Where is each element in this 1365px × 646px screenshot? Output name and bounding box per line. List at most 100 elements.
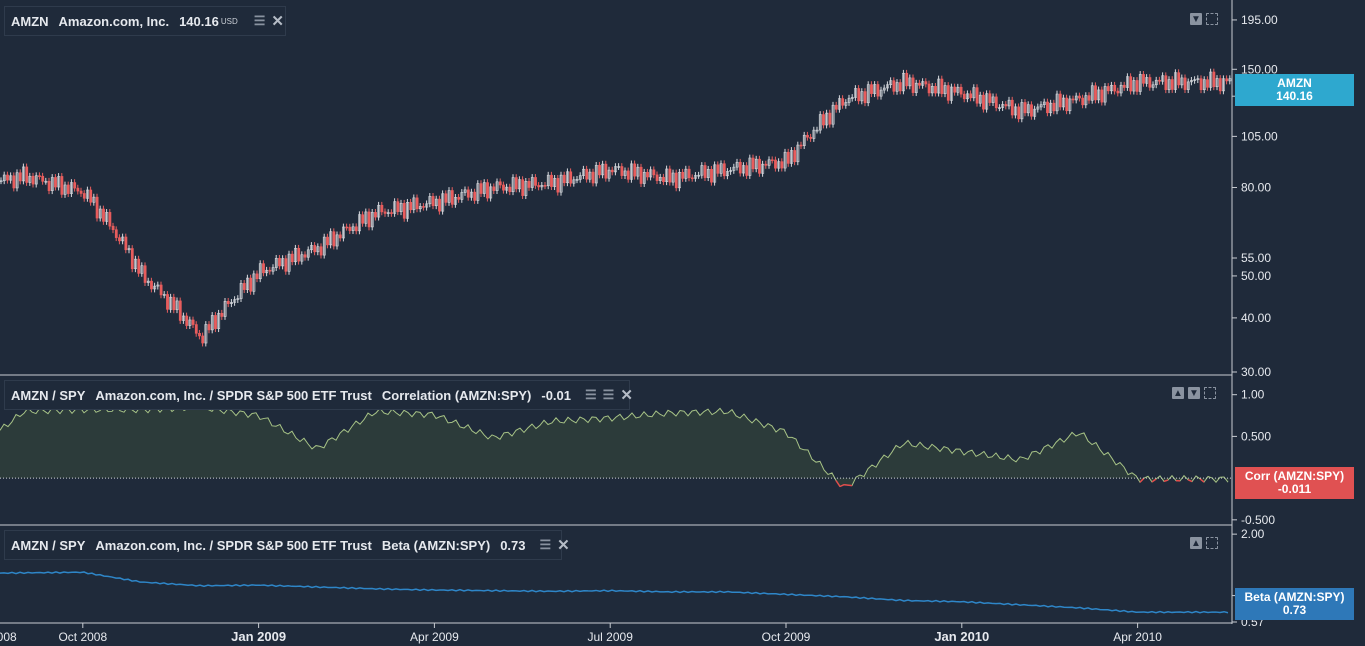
- price-candle: [284, 258, 288, 272]
- price-candle: [281, 258, 285, 267]
- price-candle: [38, 175, 41, 177]
- price-last-value: 140.16: [179, 13, 219, 29]
- close-icon[interactable]: ✕: [557, 537, 570, 554]
- price-candle: [82, 193, 86, 199]
- layers-icon[interactable]: ☰: [539, 537, 552, 552]
- price-candle: [825, 112, 829, 126]
- price-candle: [898, 82, 902, 92]
- price-candle: [194, 324, 198, 334]
- correlation-value: -0.01: [541, 387, 571, 403]
- panel-separators: [0, 0, 1233, 624]
- price-candle: [1001, 104, 1005, 108]
- price-candle: [175, 300, 179, 311]
- price-candle: [1193, 79, 1197, 81]
- price-candle: [572, 179, 576, 184]
- price-panel-controls: ▼: [1190, 13, 1218, 25]
- price-candle: [422, 206, 425, 208]
- price-candle: [687, 168, 691, 179]
- price-candle: [300, 254, 304, 262]
- correlation-tag-value: -0.011: [1277, 482, 1312, 496]
- price-tag-value: 140.16: [1276, 89, 1313, 103]
- beta-panel-controls: ▲: [1190, 537, 1218, 549]
- price-candle: [415, 197, 419, 210]
- price-legend: AMZN Amazon.com, Inc. 140.16 USD ☰ ✕: [4, 6, 286, 36]
- price-candle: [486, 182, 489, 199]
- price-candle: [233, 299, 237, 303]
- price-candle: [178, 300, 182, 321]
- price-candle: [502, 184, 505, 191]
- price-candle: [601, 163, 605, 176]
- price-candle: [780, 161, 784, 169]
- price-candle: [518, 179, 521, 190]
- move-down-icon[interactable]: ▼: [1190, 13, 1202, 25]
- price-candle: [514, 177, 518, 190]
- close-icon[interactable]: ✕: [620, 387, 633, 404]
- price-candle: [223, 301, 227, 317]
- price-candle: [431, 196, 435, 207]
- move-up-icon[interactable]: ▲: [1172, 387, 1184, 399]
- price-candle: [25, 166, 29, 183]
- price-candle: [978, 94, 982, 104]
- price-candle: [556, 178, 560, 193]
- x-axis-tick: Jan 2009: [231, 629, 286, 644]
- layers-icon[interactable]: ☰: [602, 387, 615, 402]
- price-candle: [354, 226, 358, 232]
- price-candle: [306, 249, 310, 258]
- price-candle: [959, 86, 963, 95]
- price-candle: [428, 196, 432, 205]
- price-candle: [1026, 104, 1030, 114]
- fullscreen-icon[interactable]: [1206, 13, 1218, 25]
- beta-indicator: Beta (AMZN:SPY): [381, 537, 491, 553]
- correlation-negative-segment: [1199, 478, 1205, 483]
- price-candle: [236, 298, 240, 300]
- price-candle: [1036, 106, 1040, 110]
- price-candle: [425, 203, 429, 208]
- close-icon[interactable]: ✕: [271, 13, 284, 30]
- price-candle: [143, 265, 147, 283]
- price-candle: [1180, 77, 1184, 86]
- price-candle: [303, 254, 307, 258]
- price-candle: [361, 214, 365, 224]
- price-candle: [393, 201, 397, 214]
- correlation-y-tick: 1.00: [1241, 388, 1265, 402]
- price-candle: [255, 273, 259, 280]
- fullscreen-icon[interactable]: [1204, 387, 1216, 399]
- fullscreen-icon[interactable]: [1206, 537, 1218, 549]
- price-candle: [479, 183, 483, 194]
- price-candle: [524, 181, 528, 196]
- price-candle: [636, 166, 640, 177]
- price-candle: [726, 171, 729, 177]
- price-candle: [982, 94, 985, 110]
- price-candle: [156, 284, 160, 287]
- price-candle: [546, 174, 550, 187]
- price-candle: [828, 112, 832, 125]
- price-candle: [950, 86, 953, 101]
- correlation-series: [0, 403, 1232, 488]
- price-candle: [937, 78, 941, 94]
- price-candle: [508, 186, 512, 193]
- price-candle: [1007, 99, 1011, 107]
- price-candle: [172, 296, 176, 311]
- price-tag-label: AMZN: [1277, 76, 1312, 90]
- price-candle: [185, 315, 189, 326]
- price-candle: [310, 245, 313, 251]
- price-candle: [646, 171, 649, 178]
- price-candle: [159, 284, 163, 296]
- price-candle: [1020, 102, 1024, 120]
- price-candle: [831, 104, 835, 125]
- price-candle: [111, 225, 115, 231]
- price-candle: [902, 72, 905, 92]
- price-candle: [812, 129, 816, 139]
- price-candle: [294, 247, 297, 263]
- layers-icon[interactable]: ☰: [585, 387, 597, 402]
- price-candle: [927, 83, 931, 94]
- layers-icon[interactable]: ☰: [253, 13, 266, 28]
- price-candle: [895, 82, 899, 92]
- price-candle: [767, 159, 771, 166]
- move-down-icon[interactable]: ▼: [1188, 387, 1200, 399]
- move-up-icon[interactable]: ▲: [1190, 537, 1202, 549]
- price-candle: [127, 248, 131, 251]
- price-candle: [1065, 97, 1069, 112]
- x-axis-tick: Apr 2010: [1113, 630, 1162, 644]
